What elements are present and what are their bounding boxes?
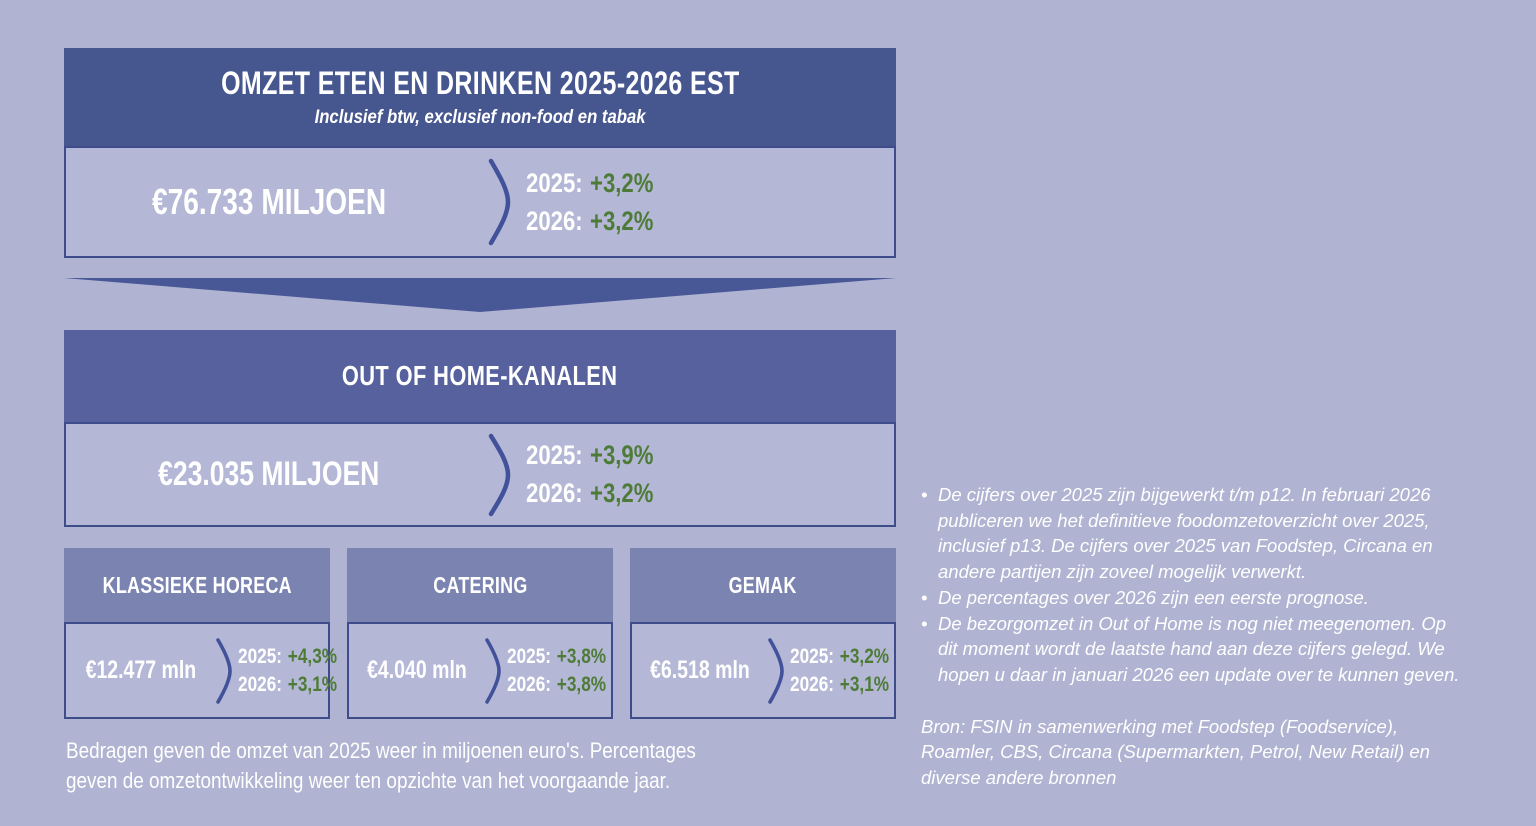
growth-line-2026: 2026: +3,1% [238,673,337,697]
growth-line-2025: 2025: +4,3% [238,645,337,669]
channel-title: KLASSIEKE HORECA [102,571,292,598]
channel-title: GEMAK [729,571,797,598]
total-box-header: OMZET ETEN EN DRINKEN 2025-2026 EST Incl… [64,48,896,146]
growth-value: +3,2% [839,644,889,668]
growth-line-2026: 2026: +3,2% [526,478,828,509]
total-growth-list: 2025: +3,2% 2026: +3,2% [526,168,894,237]
channel-growth-list: 2025: +4,3% 2026: +3,1% [236,645,359,697]
total-box-subtitle: Inclusief btw, exclusief non-food en tab… [314,107,646,128]
total-box: OMZET ETEN EN DRINKEN 2025-2026 EST Incl… [64,48,896,258]
growth-year-label: 2025: [525,167,583,198]
source-note: Bron: FSIN in samenwerking met Foodstep … [921,715,1430,789]
channel-box-catering: CATERING €4.040 mln 2025: +3,8% [347,548,613,719]
channel-header: GEMAK [630,548,896,622]
chevron-right-icon [472,433,526,517]
ooh-amount: €23.035 MILJOEN [158,455,380,493]
growth-value: +3,1% [287,672,337,696]
ooh-box: OUT OF HOME-KANALEN €23.035 MILJOEN 2025… [64,330,896,527]
notes-bullet-list: De cijfers over 2025 zijn bijgewerkt t/m… [921,482,1469,688]
total-box-title: OMZET ETEN EN DRINKEN 2025-2026 EST [220,65,740,101]
channel-header: KLASSIEKE HORECA [64,548,330,622]
funnel-down-arrow [64,278,896,312]
main-column: OMZET ETEN EN DRINKEN 2025-2026 EST Incl… [64,48,896,796]
chevron-right-icon [212,637,236,704]
growth-value: +3,8% [556,644,606,668]
growth-line-2025: 2025: +3,9% [526,440,828,471]
growth-value: +3,2% [589,205,654,236]
ooh-box-body: €23.035 MILJOEN 2025: +3,9% 2026: +3,2% [64,422,896,527]
channel-title: CATERING [432,571,528,598]
channel-body: €4.040 mln 2025: +3,8% 2026: +3,8% [347,622,613,719]
growth-value: +3,2% [589,167,654,198]
channel-growth-list: 2025: +3,2% 2026: +3,1% [788,645,911,697]
footnote-text: Bedragen geven de omzet van 2025 weer in… [66,738,696,793]
growth-year-label: 2025: [525,440,583,470]
channel-amount-wrap: €6.518 mln [636,656,764,685]
spacer [64,312,896,330]
chevron-right-icon [472,158,526,246]
chevron-right-icon [481,637,505,704]
channel-growth-list: 2025: +3,8% 2026: +3,8% [505,645,628,697]
total-amount-wrap: €76.733 MILJOEN [66,181,472,223]
growth-line-2026: 2026: +3,8% [507,673,606,697]
growth-value: +3,2% [589,478,654,508]
ooh-amount-wrap: €23.035 MILJOEN [66,455,472,494]
growth-year-label: 2026: [237,672,282,696]
channel-amount: €4.040 mln [367,656,467,684]
growth-year-label: 2025: [237,644,282,668]
growth-value: +3,1% [839,672,889,696]
channel-amount-wrap: €4.040 mln [353,656,481,685]
chevron-right-icon [764,637,788,704]
growth-year-label: 2025: [506,644,551,668]
growth-year-label: 2026: [506,672,551,696]
footnote: Bedragen geven de omzet van 2025 weer in… [66,736,856,796]
growth-value: +3,9% [589,440,654,470]
growth-line-2025: 2025: +3,2% [526,168,828,199]
growth-line-2026: 2026: +3,2% [526,206,828,237]
growth-line-2025: 2025: +3,8% [507,645,606,669]
channel-box-gemak: GEMAK €6.518 mln 2025: +3,2% [630,548,896,719]
ooh-box-title: OUT OF HOME-KANALEN [342,360,618,391]
note-item: De percentages over 2026 zijn een eerste… [921,585,1469,611]
growth-year-label: 2025: [789,644,834,668]
notes-panel: De cijfers over 2025 zijn bijgewerkt t/m… [921,482,1469,791]
total-box-body: €76.733 MILJOEN 2025: +3,2% 2026: +3,2% [64,146,896,258]
channel-amount: €12.477 mln [85,656,197,684]
channel-amount: €6.518 mln [650,656,750,684]
note-item: De bezorgomzet in Out of Home is nog nie… [921,611,1469,688]
note-item: De cijfers over 2025 zijn bijgewerkt t/m… [921,482,1469,585]
growth-value: +3,8% [556,672,606,696]
growth-value: +4,3% [287,644,337,668]
channel-body: €6.518 mln 2025: +3,2% 2026: +3,1% [630,622,896,719]
growth-year-label: 2026: [789,672,834,696]
ooh-growth-list: 2025: +3,9% 2026: +3,2% [526,440,894,509]
ooh-box-header: OUT OF HOME-KANALEN [64,330,896,422]
channel-box-klassieke-horeca: KLASSIEKE HORECA €12.477 mln 2025: +4,3% [64,548,337,719]
channel-header: CATERING [347,548,613,622]
total-amount: €76.733 MILJOEN [151,181,386,222]
growth-line-2025: 2025: +3,2% [790,645,889,669]
channel-boxes-row: KLASSIEKE HORECA €12.477 mln 2025: +4,3% [64,548,896,719]
growth-year-label: 2026: [525,478,583,508]
growth-line-2026: 2026: +3,1% [790,673,889,697]
growth-year-label: 2026: [525,205,583,236]
channel-amount-wrap: €12.477 mln [70,656,212,685]
channel-body: €12.477 mln 2025: +4,3% 2026: +3,1% [64,622,337,719]
